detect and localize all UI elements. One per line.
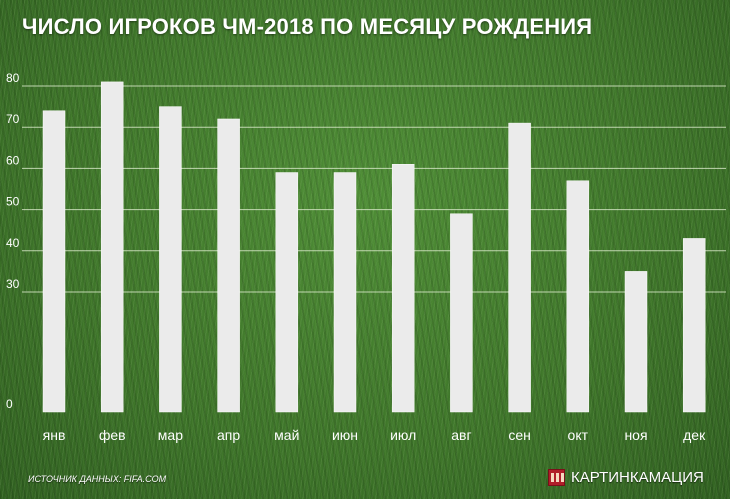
x-tick-label-авг: авг	[451, 427, 471, 443]
x-tick-label-июн: июн	[332, 427, 358, 443]
kartinkamatsiya-logo-icon	[548, 469, 565, 486]
bar-май	[275, 172, 299, 413]
brand-name: КАРТИНКАМАЦИЯ	[571, 469, 704, 486]
y-tick-label-30: 30	[6, 277, 20, 291]
y-tick-label-70: 70	[6, 112, 20, 126]
bar-апр	[217, 118, 240, 413]
bar-июл	[391, 164, 415, 413]
bar-сен	[508, 122, 531, 413]
x-tick-label-ноя: ноя	[624, 427, 647, 443]
x-axis-labels: янв фев мар апр май июн июл авг сен окт ноя дек	[43, 427, 706, 443]
bar-мар	[159, 106, 182, 413]
x-tick-label-дек: дек	[683, 427, 706, 443]
x-tick-label-июл: июл	[390, 427, 416, 443]
chart-gridlines	[22, 85, 726, 293]
bar-июн	[333, 172, 357, 413]
y-tick-label-50: 50	[6, 195, 20, 209]
x-tick-label-окт: окт	[568, 427, 589, 443]
x-tick-label-май: май	[274, 427, 299, 443]
x-tick-label-фев: фев	[99, 427, 126, 443]
y-axis-ticks: 0 30 40 50 60 70 80	[6, 71, 20, 411]
bar-ноя	[624, 271, 648, 413]
bar-авг	[450, 213, 473, 413]
y-tick-label-0: 0	[6, 397, 13, 411]
x-tick-label-апр: апр	[217, 427, 240, 443]
y-tick-label-40: 40	[6, 236, 20, 250]
chart-title: ЧИСЛО ИГРОКОВ ЧМ-2018 ПО МЕСЯЦУ РОЖДЕНИЯ	[22, 14, 593, 39]
y-tick-label-80: 80	[6, 71, 20, 85]
bar-дек	[682, 238, 706, 413]
bar-фев	[100, 81, 124, 413]
bar-окт	[566, 180, 590, 413]
x-tick-label-мар: мар	[158, 427, 183, 443]
bar-янв	[42, 110, 66, 413]
brand: КАРТИНКАМАЦИЯ	[548, 469, 704, 486]
source-note: ИСТОЧНИК ДАННЫХ: FIFA.COM	[28, 474, 167, 484]
x-tick-label-сен: сен	[508, 427, 531, 443]
x-tick-label-янв: янв	[43, 427, 66, 443]
y-tick-label-60: 60	[6, 153, 20, 167]
chart-bars	[42, 81, 706, 413]
